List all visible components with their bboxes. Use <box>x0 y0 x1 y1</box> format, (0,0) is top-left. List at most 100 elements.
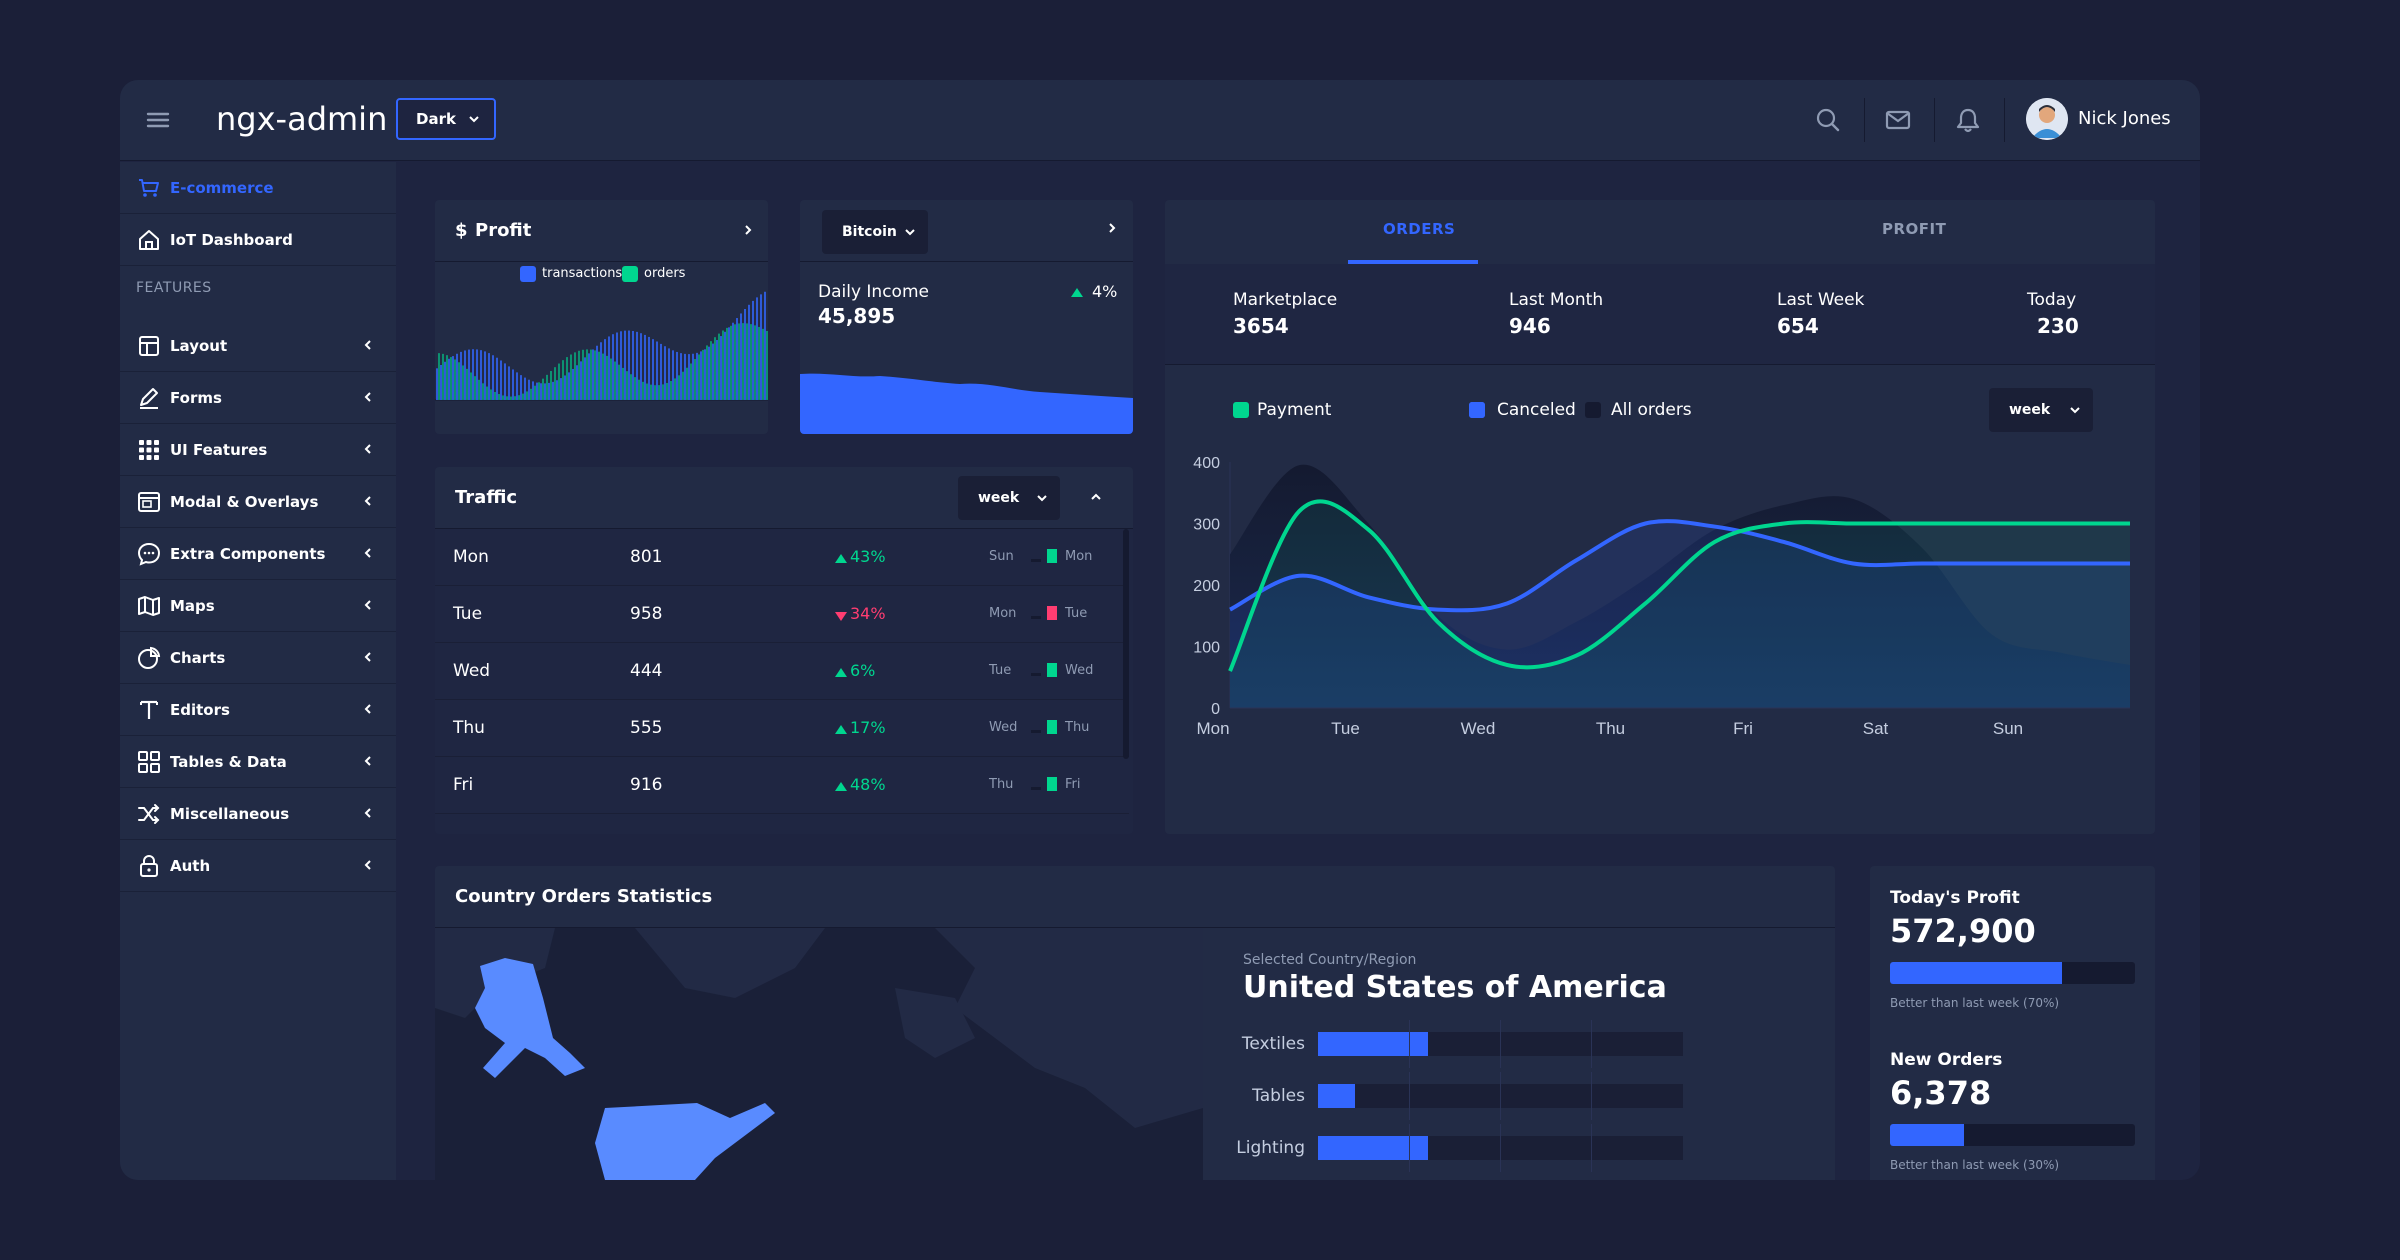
traffic-cur-bar <box>1047 663 1057 677</box>
header: ngx-admin Dark Nick Jones <box>120 80 2200 161</box>
sidebar-item-extra-components[interactable]: Extra Components <box>120 528 396 580</box>
avatar[interactable] <box>2026 98 2068 140</box>
series-area-payment <box>1230 501 2130 708</box>
traffic-row[interactable]: Tue 958 34% Mon Tue <box>435 586 1129 643</box>
menu-icon[interactable] <box>144 106 172 134</box>
orders-tabs: ORDERS PROFIT <box>1165 200 2155 265</box>
todays-profit-caption: Better than last week (70%) <box>1890 996 2060 1010</box>
currency-select[interactable]: Bitcoin <box>822 210 928 254</box>
chevron-left-icon <box>360 441 376 457</box>
grid-line <box>1500 1020 1501 1068</box>
profit-card-header: $ Profit <box>435 200 768 262</box>
sidebar-item-tables-data[interactable]: Tables & Data <box>120 736 396 788</box>
grid-line <box>1591 1124 1592 1172</box>
sidebar-item-layout[interactable]: Layout <box>120 320 396 372</box>
legend-swatch-transactions <box>520 266 536 282</box>
legend-label-canceled: Canceled <box>1497 400 1576 420</box>
cart-icon <box>136 175 162 201</box>
arrow-down-icon <box>835 606 847 626</box>
traffic-day: Thu <box>453 718 485 738</box>
traffic-list: Mon 801 43% Sun Mon Tue 958 34% Mon Tue Wed 444 6% Tu… <box>435 529 1133 834</box>
pie-chart-icon <box>136 645 162 671</box>
traffic-row[interactable]: Wed 444 6% Tue Wed <box>435 643 1129 700</box>
mail-icon[interactable] <box>1884 106 1912 134</box>
search-icon[interactable] <box>1814 106 1842 134</box>
traffic-cur-bar <box>1047 606 1057 620</box>
sidebar-item-miscellaneous[interactable]: Miscellaneous <box>120 788 396 840</box>
arrow-up-icon <box>835 720 847 740</box>
income-area-chart <box>800 373 1133 434</box>
traffic-value: 444 <box>630 661 663 681</box>
traffic-day: Wed <box>453 661 491 681</box>
tab-profit[interactable]: PROFIT <box>1882 220 1947 238</box>
sidebar-item-label: Maps <box>170 596 215 615</box>
chevron-left-icon <box>360 649 376 665</box>
world-map[interactable] <box>435 928 1203 1180</box>
category-label: Lighting <box>1236 1138 1305 1158</box>
traffic-cur-label: Wed <box>1065 663 1094 678</box>
traffic-period-value: week <box>978 490 1020 506</box>
chevron-left-icon <box>360 753 376 769</box>
chevron-down-icon <box>1034 490 1050 510</box>
edit-icon <box>136 385 162 411</box>
y-tick-label: 0 <box>1211 701 1220 718</box>
sidebar-item-modal-overlays[interactable]: Modal & Overlays <box>120 476 396 528</box>
sidebar-item-forms[interactable]: Forms <box>120 372 396 424</box>
summary-label-marketplace: Marketplace <box>1233 290 1338 310</box>
chevron-right-icon[interactable] <box>741 222 755 241</box>
tab-orders[interactable]: ORDERS <box>1383 220 1456 238</box>
traffic-row[interactable]: Mon 801 43% Sun Mon <box>435 529 1129 586</box>
home-icon <box>136 227 162 253</box>
sidebar-item-e-commerce[interactable]: E-commerce <box>120 162 396 214</box>
chart-period-select[interactable]: week <box>1989 388 2093 432</box>
traffic-day: Fri <box>453 775 474 795</box>
chevron-right-icon[interactable] <box>1105 220 1119 239</box>
category-bar <box>1318 1124 1683 1172</box>
arrow-up-icon <box>835 549 847 569</box>
chevron-left-icon <box>360 389 376 405</box>
traffic-period-select[interactable]: week <box>958 476 1060 520</box>
sidebar-item-ui-features[interactable]: UI Features <box>120 424 396 476</box>
theme-select[interactable]: Dark <box>396 98 496 140</box>
arrow-up-icon <box>835 777 847 797</box>
traffic-scrollbar[interactable] <box>1123 529 1129 759</box>
keypad-icon <box>136 437 162 463</box>
summary-label-last-week: Last Week <box>1777 290 1865 310</box>
brand-logo[interactable]: ngx-admin <box>216 100 388 138</box>
sidebar-item-maps[interactable]: Maps <box>120 580 396 632</box>
series-line-canceled <box>1229 519 2130 613</box>
summary-value-last-week: 654 <box>1777 314 1819 338</box>
category-bar-fill <box>1318 1084 1355 1108</box>
traffic-cur-label: Fri <box>1065 777 1081 792</box>
traffic-prev-label: Tue <box>989 663 1012 678</box>
user-name[interactable]: Nick Jones <box>2078 108 2171 129</box>
chevron-down-icon <box>466 111 482 131</box>
arrow-up-icon <box>1070 284 1084 303</box>
bell-icon[interactable] <box>1954 106 1982 134</box>
orders-summary: Marketplace 3654 Last Month 946 Last Wee… <box>1165 264 2155 365</box>
traffic-prev-bar <box>1031 616 1041 619</box>
traffic-card: Traffic week Mon 801 43% Sun Mon Tue 958 34% Mon… <box>435 467 1133 834</box>
legend-swatch-orders <box>622 266 638 282</box>
bitcoin-card: Bitcoin Daily Income 45,895 4% <box>800 200 1133 434</box>
todays-profit-value: 572,900 <box>1890 912 2036 950</box>
category-bar-fill <box>1318 1136 1428 1160</box>
chevron-up-icon[interactable] <box>1088 489 1104 509</box>
sidebar-item-charts[interactable]: Charts <box>120 632 396 684</box>
y-tick-label: 400 <box>1193 455 1220 472</box>
traffic-row[interactable]: Thu 555 17% Wed Thu <box>435 700 1129 757</box>
map-icon <box>136 593 162 619</box>
category-bar <box>1318 1072 1683 1120</box>
traffic-delta: 34% <box>850 604 886 623</box>
todays-profit-progress-fill <box>1890 962 2062 984</box>
chart-period-value: week <box>2009 402 2051 418</box>
sidebar-item-iot-dashboard[interactable]: IoT Dashboard <box>120 214 396 266</box>
sidebar-item-auth[interactable]: Auth <box>120 840 396 892</box>
traffic-row[interactable]: Fri 916 48% Thu Fri <box>435 757 1129 814</box>
sidebar-item-editors[interactable]: Editors <box>120 684 396 736</box>
new-orders-caption: Better than last week (30%) <box>1890 1158 2060 1172</box>
sidebar-item-label: Tables & Data <box>170 752 287 771</box>
grid-line <box>1500 1124 1501 1172</box>
y-tick-label: 200 <box>1193 578 1220 595</box>
chevron-down-icon <box>2067 402 2083 422</box>
